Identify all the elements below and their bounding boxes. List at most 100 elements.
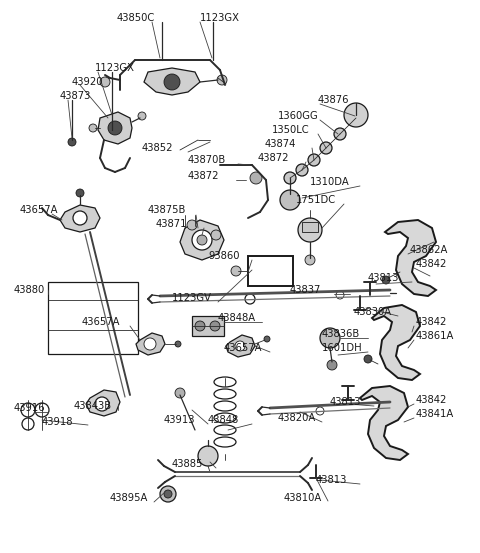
Text: 93860: 93860	[208, 251, 240, 261]
Circle shape	[21, 403, 35, 417]
Ellipse shape	[214, 413, 236, 423]
Circle shape	[164, 490, 172, 498]
Circle shape	[138, 112, 146, 120]
Circle shape	[89, 124, 97, 132]
Circle shape	[320, 142, 332, 154]
Circle shape	[245, 294, 255, 304]
Polygon shape	[98, 112, 132, 144]
Circle shape	[195, 321, 205, 331]
Text: 43885: 43885	[172, 459, 204, 469]
Polygon shape	[136, 333, 165, 355]
Text: 43843B: 43843B	[74, 401, 112, 411]
Polygon shape	[86, 390, 120, 416]
Circle shape	[95, 397, 109, 411]
Text: 43813: 43813	[368, 273, 399, 283]
Ellipse shape	[214, 425, 236, 435]
Text: 43848A: 43848A	[218, 313, 256, 323]
Circle shape	[35, 403, 49, 417]
Text: 43872: 43872	[188, 171, 219, 181]
Circle shape	[210, 321, 220, 331]
Text: 43876: 43876	[318, 95, 349, 105]
Circle shape	[197, 235, 207, 245]
Ellipse shape	[214, 389, 236, 399]
Circle shape	[68, 138, 76, 146]
Circle shape	[187, 220, 197, 230]
Text: 43848: 43848	[208, 415, 239, 425]
Circle shape	[298, 218, 322, 242]
Circle shape	[344, 103, 368, 127]
Text: 43916: 43916	[14, 403, 46, 413]
Circle shape	[349, 111, 363, 125]
Circle shape	[336, 291, 344, 299]
Text: 43861A: 43861A	[416, 331, 455, 341]
Text: 43873: 43873	[60, 91, 91, 101]
Text: 43918: 43918	[42, 417, 73, 427]
Circle shape	[250, 172, 262, 184]
Circle shape	[327, 360, 337, 370]
Text: 43836B: 43836B	[322, 329, 360, 339]
Circle shape	[144, 338, 156, 350]
Text: 1123GX: 1123GX	[95, 63, 135, 73]
Circle shape	[382, 276, 390, 284]
Text: 43813: 43813	[330, 397, 361, 407]
Text: 43862A: 43862A	[410, 245, 448, 255]
Text: 1310DA: 1310DA	[310, 177, 350, 187]
Ellipse shape	[214, 437, 236, 447]
Circle shape	[22, 418, 34, 430]
Text: 43871: 43871	[156, 219, 188, 229]
Circle shape	[108, 121, 122, 135]
Text: 43842: 43842	[416, 259, 447, 269]
Bar	[302, 222, 318, 232]
Polygon shape	[372, 305, 420, 380]
Circle shape	[284, 172, 296, 184]
Bar	[192, 316, 224, 336]
Text: 43813: 43813	[316, 475, 348, 485]
Bar	[48, 282, 138, 354]
Text: 43872: 43872	[258, 153, 289, 163]
Text: 1751DC: 1751DC	[296, 195, 336, 205]
Circle shape	[164, 74, 180, 90]
Circle shape	[198, 446, 218, 466]
Text: 43870B: 43870B	[188, 155, 226, 165]
Text: 43820A: 43820A	[278, 413, 316, 423]
Text: 43657A: 43657A	[224, 343, 263, 353]
Circle shape	[264, 336, 270, 342]
Circle shape	[231, 266, 241, 276]
Text: 43657A: 43657A	[82, 317, 120, 327]
Text: 43830A: 43830A	[354, 307, 392, 317]
Text: 43852: 43852	[142, 143, 173, 153]
Text: 1360GG: 1360GG	[278, 111, 319, 121]
Text: 43880: 43880	[14, 285, 45, 295]
Ellipse shape	[214, 401, 236, 411]
Text: 43874: 43874	[265, 139, 296, 149]
Text: 1123GX: 1123GX	[200, 13, 240, 23]
Text: 43837: 43837	[290, 285, 322, 295]
Text: 43895A: 43895A	[110, 493, 148, 503]
Circle shape	[308, 154, 320, 166]
Circle shape	[192, 230, 212, 250]
Circle shape	[211, 230, 221, 240]
Polygon shape	[144, 68, 200, 95]
Polygon shape	[226, 335, 255, 357]
Circle shape	[217, 75, 227, 85]
Text: 43810A: 43810A	[284, 493, 322, 503]
Circle shape	[320, 328, 340, 348]
Circle shape	[235, 341, 245, 351]
Polygon shape	[60, 205, 100, 232]
Text: 43875B: 43875B	[148, 205, 186, 215]
Text: 43842: 43842	[416, 395, 447, 405]
Text: 43913: 43913	[164, 415, 195, 425]
Circle shape	[364, 355, 372, 363]
Text: 1123GV: 1123GV	[172, 293, 212, 303]
Circle shape	[280, 190, 300, 210]
Text: 43842: 43842	[416, 317, 447, 327]
Text: 1601DH: 1601DH	[322, 343, 362, 353]
Circle shape	[316, 407, 324, 415]
Circle shape	[296, 164, 308, 176]
Polygon shape	[385, 220, 436, 296]
Circle shape	[305, 255, 315, 265]
Text: 43841A: 43841A	[416, 409, 454, 419]
Circle shape	[175, 388, 185, 398]
Polygon shape	[360, 386, 408, 460]
Text: 1350LC: 1350LC	[272, 125, 310, 135]
